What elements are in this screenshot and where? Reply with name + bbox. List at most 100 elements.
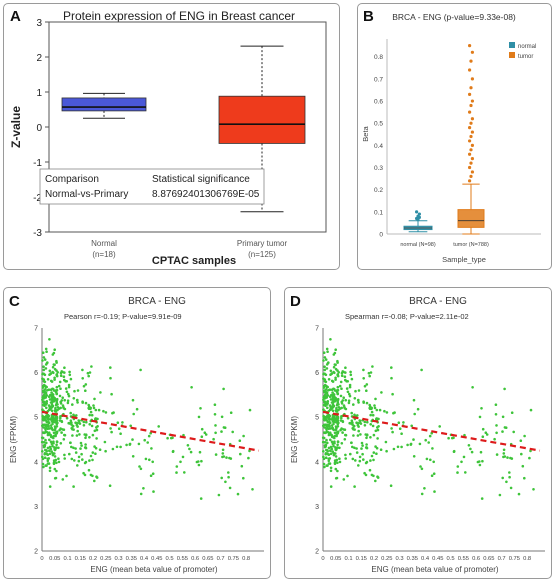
data-point xyxy=(331,427,335,431)
data-point xyxy=(358,419,361,422)
table-header-comparison: Comparison xyxy=(45,174,99,185)
data-point xyxy=(62,407,66,410)
data-point xyxy=(495,453,499,456)
data-point xyxy=(48,408,52,411)
data-point xyxy=(109,427,112,430)
y-tick-label: 2 xyxy=(34,549,38,556)
data-point xyxy=(203,431,207,434)
data-point xyxy=(76,464,79,467)
data-point xyxy=(420,492,424,496)
data-point xyxy=(373,404,376,407)
data-point xyxy=(77,459,81,463)
data-point xyxy=(55,469,58,473)
data-point xyxy=(360,447,363,450)
chart-title: BRCA - ENG xyxy=(409,296,467,307)
data-point xyxy=(44,403,48,406)
data-point xyxy=(212,437,215,441)
data-point xyxy=(52,459,56,462)
data-point xyxy=(76,429,79,433)
data-point xyxy=(503,387,506,391)
data-point xyxy=(70,445,73,449)
data-point xyxy=(213,413,217,416)
data-point xyxy=(371,413,375,417)
data-point xyxy=(334,467,338,471)
data-point xyxy=(356,414,359,417)
data-point xyxy=(54,447,57,451)
data-point xyxy=(51,453,55,457)
data-point xyxy=(341,431,344,434)
data-point xyxy=(63,398,66,402)
outlier-point xyxy=(469,161,473,165)
data-point xyxy=(59,374,63,377)
data-point xyxy=(529,449,532,453)
data-point xyxy=(520,452,523,456)
data-point xyxy=(504,426,508,429)
data-point xyxy=(416,407,420,411)
data-point xyxy=(438,425,441,428)
data-point xyxy=(329,466,333,470)
data-point xyxy=(330,418,333,421)
data-point xyxy=(92,404,95,407)
outlier-point xyxy=(469,59,473,63)
data-point xyxy=(462,455,466,459)
data-point xyxy=(198,450,202,454)
data-point xyxy=(52,461,56,464)
data-point xyxy=(76,401,79,404)
box-1 xyxy=(218,95,306,144)
data-point xyxy=(50,380,54,383)
data-point xyxy=(340,374,344,377)
data-point xyxy=(365,446,368,449)
data-point xyxy=(370,454,374,458)
data-point xyxy=(339,394,343,398)
data-point xyxy=(323,365,326,368)
data-point xyxy=(222,387,225,391)
data-point xyxy=(402,421,405,424)
data-point xyxy=(188,447,191,451)
data-point xyxy=(46,423,50,427)
data-point xyxy=(432,460,435,464)
data-point xyxy=(338,407,342,410)
data-point xyxy=(333,434,336,438)
data-point xyxy=(331,409,335,413)
data-point xyxy=(45,350,48,353)
y-tick-label: -1 xyxy=(33,158,42,169)
data-point xyxy=(44,396,47,399)
data-point xyxy=(104,411,108,414)
y-tick-label: 0.6 xyxy=(374,99,383,106)
data-point xyxy=(337,403,340,406)
data-point xyxy=(329,338,332,341)
x-axis-label: ENG (mean beta value of promoter) xyxy=(371,565,499,574)
data-point xyxy=(348,383,352,387)
data-point xyxy=(48,438,51,442)
data-point xyxy=(360,441,364,445)
outlier-point xyxy=(470,99,474,103)
data-point xyxy=(175,471,178,474)
data-point xyxy=(509,486,513,490)
data-point xyxy=(343,375,347,378)
data-point xyxy=(225,456,228,459)
data-point xyxy=(346,390,350,394)
data-point xyxy=(333,363,337,366)
data-point xyxy=(41,415,44,419)
data-point xyxy=(77,455,81,459)
data-point xyxy=(90,424,94,428)
data-point xyxy=(325,448,328,452)
data-point xyxy=(330,440,334,444)
data-point xyxy=(229,457,233,460)
data-point xyxy=(321,440,325,444)
outlier-point xyxy=(469,121,473,125)
data-point xyxy=(340,402,344,405)
data-point xyxy=(322,462,326,466)
data-point xyxy=(409,443,413,446)
regression-line xyxy=(41,410,260,452)
data-point xyxy=(390,376,393,380)
data-point xyxy=(63,378,66,382)
data-point xyxy=(519,439,523,442)
data-point xyxy=(341,420,345,424)
data-point xyxy=(329,449,332,452)
legend-swatch-normal xyxy=(509,42,515,48)
data-point xyxy=(471,386,474,389)
data-point xyxy=(55,431,59,435)
data-point xyxy=(398,427,402,430)
x-tick-label: 0.75 xyxy=(509,556,520,562)
